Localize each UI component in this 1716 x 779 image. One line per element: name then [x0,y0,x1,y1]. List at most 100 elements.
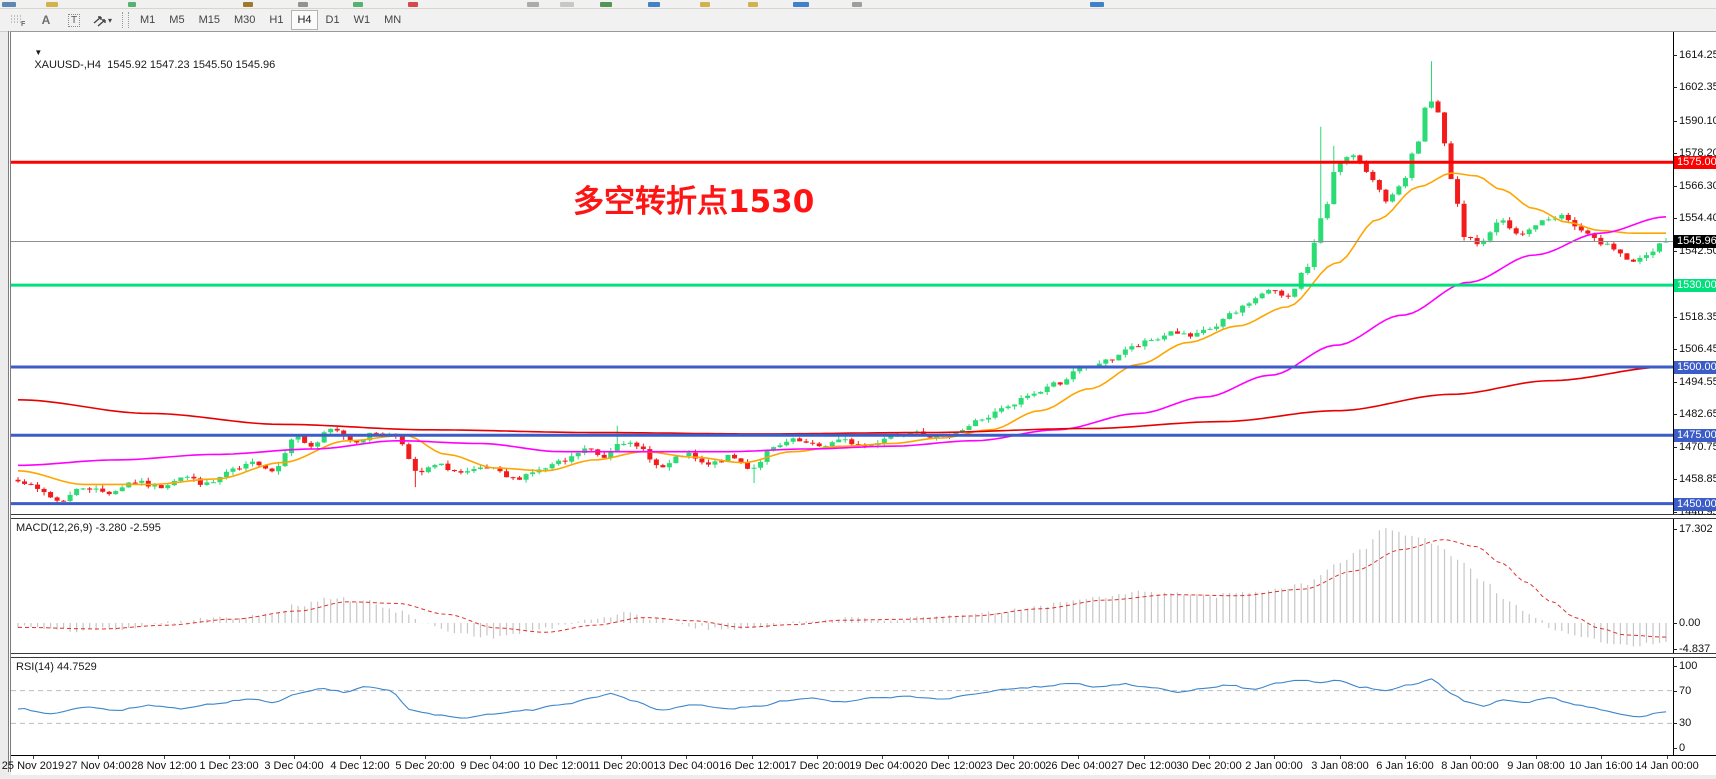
clipped-icon[interactable] [748,2,758,7]
clipped-icon[interactable] [700,2,710,7]
price-tick [1673,479,1677,480]
time-tick-label: 25 Nov 2019 [1,760,65,772]
time-axis[interactable]: 25 Nov 2019 27 Nov 04:00 28 Nov 12:00 1 Dec… [2,755,1716,775]
timeframe-button-h4[interactable]: H4 [291,10,318,30]
price-tick [1673,55,1677,56]
chart-title-text: XAUUSD-,H4 1545.92 1547.23 1545.50 1545.… [34,59,276,71]
hline-price-flag[interactable]: 1530.00 [1674,279,1716,292]
current-price-flag: 1545.96 [1674,235,1716,248]
price-tick [1673,186,1677,187]
time-tick [686,756,687,759]
price-tick [1673,414,1677,415]
time-tick-label: 3 Jan 08:00 [1311,760,1369,772]
toolbar: F A T ▾ M1 M5 M15 M30 H1 H4 D1 W1 MN [0,9,1716,32]
time-tick-label: 6 Jan 16:00 [1376,760,1434,772]
text-box-icon[interactable]: T [62,10,86,30]
timeframe-button-m30[interactable]: M30 [233,14,256,26]
clipped-icon[interactable] [527,2,539,7]
time-tick [948,756,949,759]
rsi-tick [1673,666,1677,667]
time-tick [33,756,34,759]
ma-fast-line[interactable] [17,172,1666,486]
candles-group [15,61,1669,503]
clipped-icon[interactable] [560,2,574,7]
chart-annotation-text[interactable]: 多空转折点1530 [573,184,815,220]
clipped-icon[interactable] [600,2,612,7]
hline-price-flag[interactable]: 1500.00 [1674,361,1716,374]
price-tick [1673,317,1677,318]
price-tick-label: 1506.45 [1679,343,1716,355]
time-tick-label: 17 Dec 20:00 [784,760,850,772]
timeframe-button-m5[interactable]: M5 [169,14,185,26]
text-label-icon[interactable]: A [41,13,51,27]
rsi-line [17,678,1667,719]
time-tick [752,756,753,759]
macd-signal-line [18,539,1667,638]
time-tick [1601,756,1602,759]
hline-price-flag[interactable]: 1450.00 [1674,498,1716,511]
macd-pane[interactable]: MACD(12,26,9) -3.280 -2.595 17.302 0.00 -4… [11,519,1716,655]
pane-splitter[interactable] [11,653,1716,658]
ma-mid-line[interactable] [18,216,1667,467]
time-tick-label: 5 Dec 20:00 [395,760,455,772]
time-tick [1405,756,1406,759]
macd-tick [1673,649,1677,650]
price-tick [1673,87,1677,88]
timeframe-button-h1[interactable]: H1 [269,14,284,26]
clipped-icon[interactable] [852,2,862,7]
clipped-icon[interactable] [1090,2,1104,7]
timeframe-button-d1[interactable]: D1 [325,14,340,26]
timeframe-button-m1[interactable]: M1 [140,14,156,26]
hline-price-flag[interactable]: 1475.00 [1674,429,1716,442]
time-tick [98,756,99,759]
time-tick [621,756,622,759]
time-tick [1536,756,1537,759]
price-tick-label: 1602.35 [1679,81,1716,93]
price-tick [1673,447,1677,448]
price-tick-label: 1542.50 [1679,245,1716,257]
time-tick [556,756,557,759]
macd-tick [1673,529,1677,530]
clipped-icon[interactable] [793,2,809,7]
clipped-icon[interactable] [298,2,308,7]
time-tick [817,756,818,759]
time-tick-label: 10 Dec 12:00 [523,760,589,772]
clipped-icon[interactable] [243,2,253,7]
main-chart-pane[interactable]: ▼ XAUUSD-,H4 1545.92 1547.23 1545.50 154… [11,32,1716,518]
chevron-down-icon[interactable]: ▾ [107,15,112,25]
time-tick-label: 20 Dec 12:00 [915,760,981,772]
grid-glyph: F [11,15,26,27]
rsi-tick [1673,748,1677,749]
timeframe-button-mn[interactable]: MN [384,14,402,26]
cycle-lines-icon[interactable]: ▾ [90,10,114,30]
rsi-pane[interactable]: RSI(14) 44.7529 100 70 30 0 [11,658,1716,755]
price-tick-label: 1614.25 [1679,49,1716,61]
time-tick-label: 3 Dec 04:00 [264,760,324,772]
time-tick-label: 10 Jan 16:00 [1569,760,1633,772]
rsi-tick [1673,691,1677,692]
clipped-icon[interactable] [648,2,660,7]
symbol-dropdown-icon[interactable]: ▼ [34,48,43,57]
cycle-lines-glyph [93,15,106,27]
pane-splitter[interactable] [11,514,1716,519]
rsi-tick [1673,723,1677,724]
time-tick-label: 19 Dec 04:00 [849,760,915,772]
ma-slow-line[interactable] [17,366,1667,435]
timeframe-group: M1 M5 M15 M30 H1 H4 D1 W1 MN [133,10,408,30]
chart-title: ▼ XAUUSD-,H4 1545.92 1547.23 1545.50 154… [16,35,275,83]
timeframe-button-w1[interactable]: W1 [353,14,371,26]
time-tick-label: 26 Dec 04:00 [1045,760,1111,772]
grid-properties-icon[interactable]: F [6,10,30,30]
time-tick-label: 27 Dec 12:00 [1111,760,1177,772]
time-tick [1340,756,1341,759]
clipped-icon[interactable] [408,2,418,7]
time-tick-label: 2 Jan 00:00 [1245,760,1303,772]
time-tick [360,756,361,759]
timeframe-button-m15[interactable]: M15 [198,14,220,26]
clipped-icon[interactable] [2,2,16,7]
clipped-icon[interactable] [128,2,136,7]
hline-price-flag[interactable]: 1575.00 [1674,156,1716,169]
time-tick-label: 30 Dec 20:00 [1176,760,1242,772]
clipped-icon[interactable] [353,2,363,7]
clipped-icon[interactable] [46,2,58,7]
